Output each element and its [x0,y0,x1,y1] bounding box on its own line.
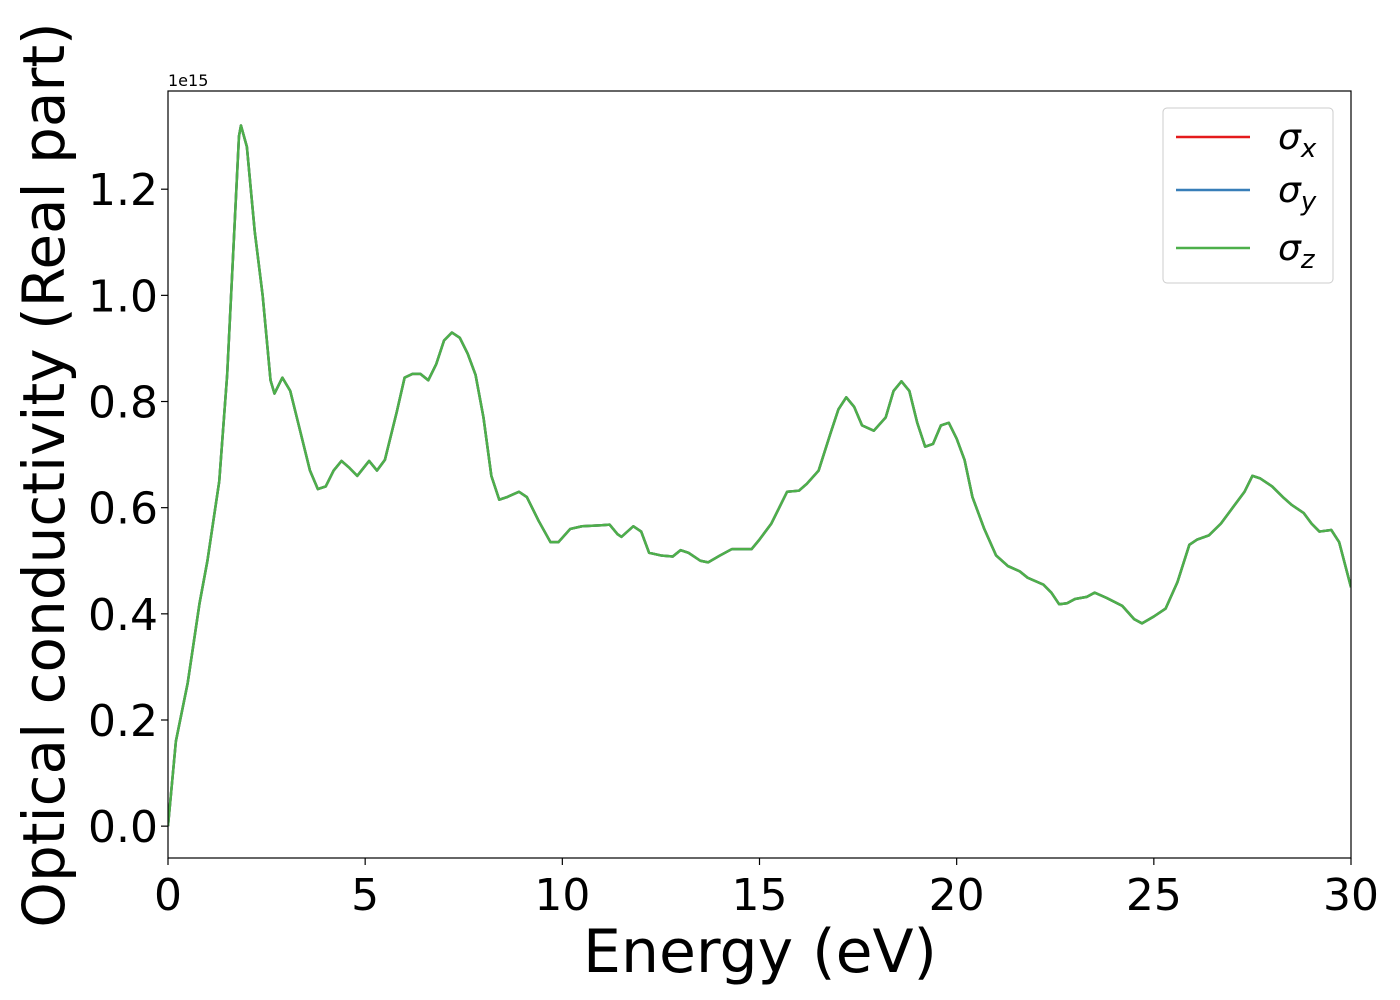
legend-label: σy [1278,170,1317,217]
plot-frame [167,90,1352,859]
x-tick-label: 30 [1323,870,1379,921]
y-tick-label: 0.2 [88,696,158,747]
x-tick-label: 15 [732,870,788,921]
legend-box [1162,107,1334,284]
y-tick-label: 0.6 [88,484,158,535]
x-tick-label: 10 [534,870,590,921]
x-tick-label: 20 [929,870,985,921]
y-tick-label: 0.8 [88,378,158,429]
y-offset-label: 1e15 [168,71,208,90]
x-tick-label: 0 [154,870,182,921]
y-axis-label: Optical conductivity (Real part) [10,22,78,927]
legend-label: σx [1278,117,1317,164]
x-tick-label: 25 [1126,870,1182,921]
x-tick-label: 5 [351,870,379,921]
y-tick-label: 1.0 [88,271,158,322]
legend-label: σz [1278,228,1316,275]
y-tick-label: 0.4 [88,590,158,641]
x-axis-label: Energy (eV) [583,917,937,987]
series-line [168,124,1351,827]
y-tick-label: 0.0 [88,802,158,853]
y-tick-label: 1.2 [88,165,158,216]
